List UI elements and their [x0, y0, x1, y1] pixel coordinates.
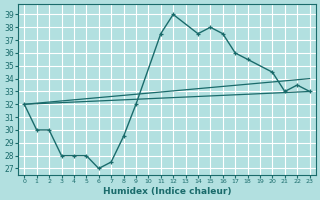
X-axis label: Humidex (Indice chaleur): Humidex (Indice chaleur)	[103, 187, 231, 196]
